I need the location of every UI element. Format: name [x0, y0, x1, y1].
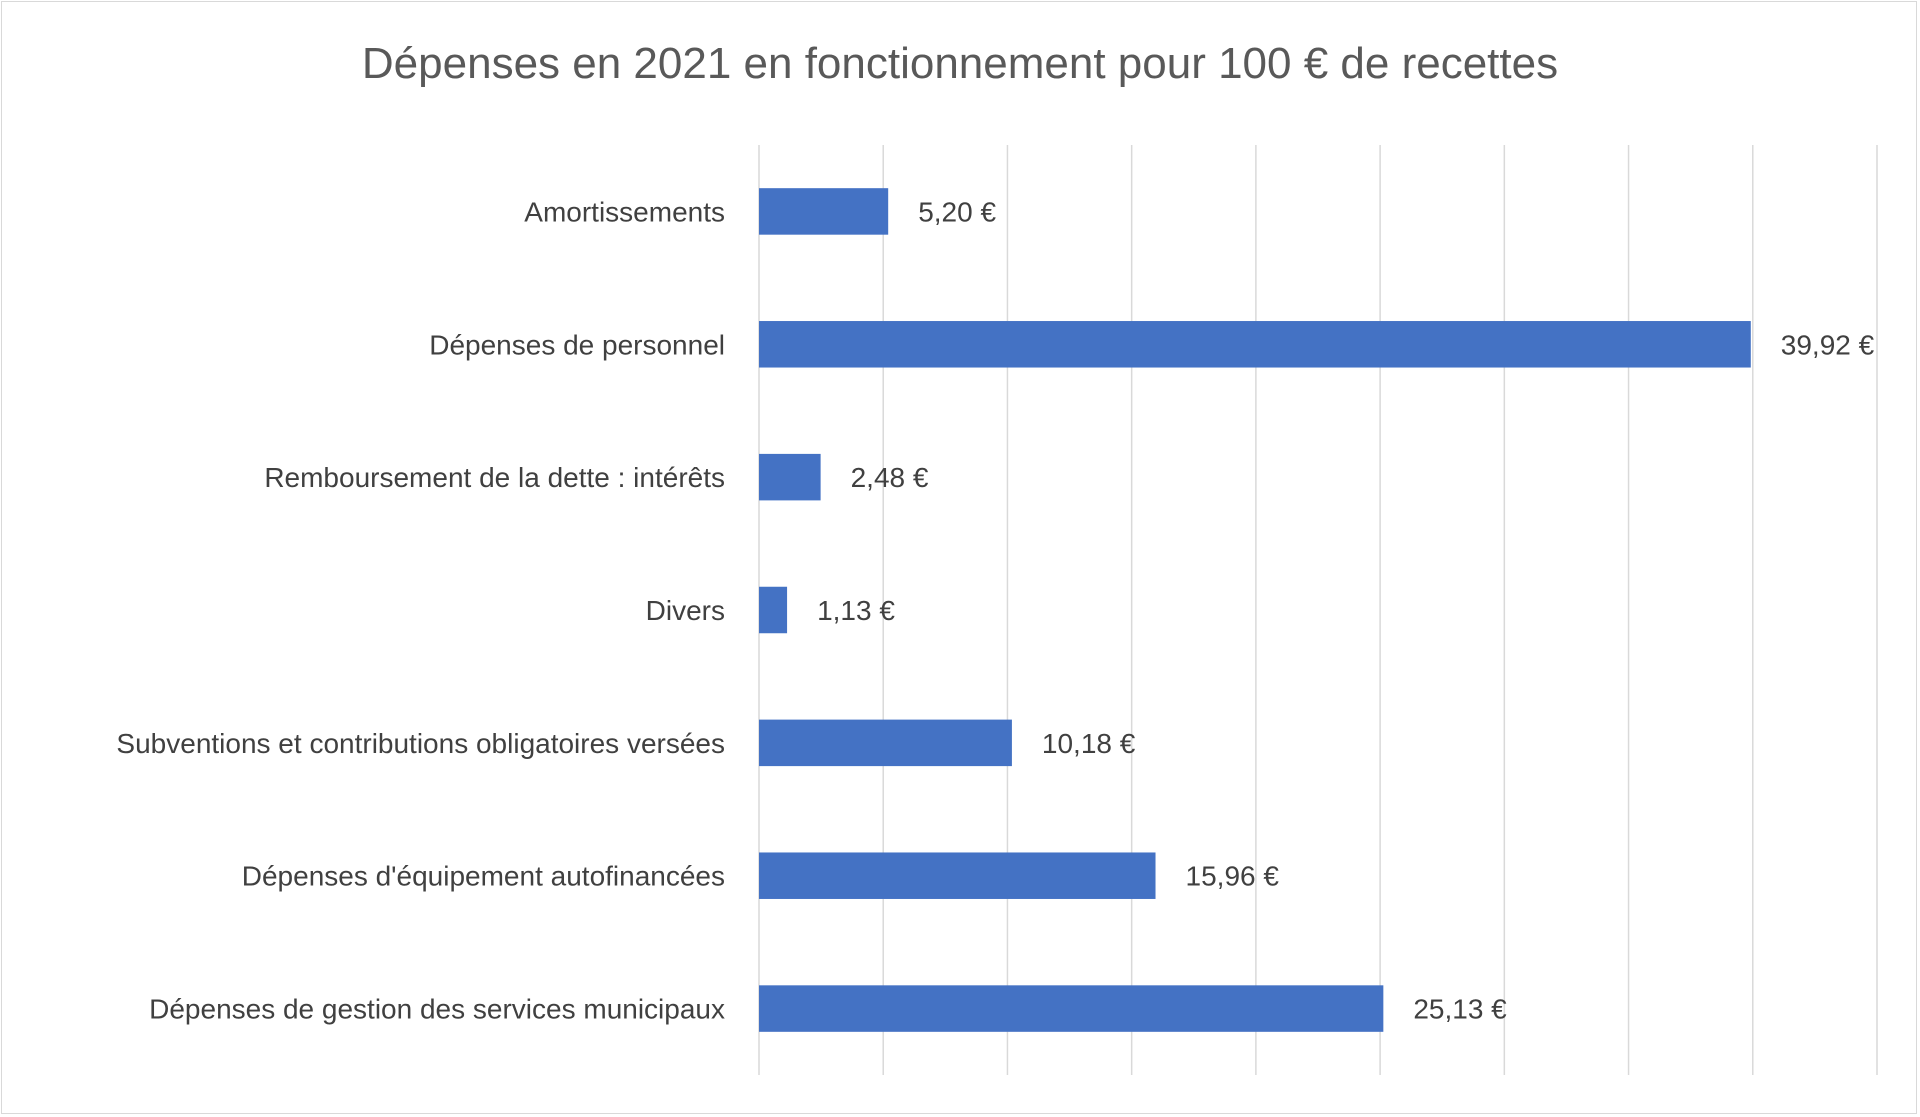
bar	[759, 586, 788, 634]
data-label: 10,18 €	[1042, 728, 1136, 759]
data-label: 25,13 €	[1413, 994, 1507, 1025]
bar	[759, 719, 1012, 767]
data-label: 2,48 €	[851, 462, 929, 493]
bar	[759, 985, 1384, 1032]
data-label: 1,13 €	[817, 595, 895, 626]
category-label: Dépenses de personnel	[429, 329, 725, 360]
value-labels: 5,20 € 39,92 € 2,48 € 1,13 € 10,18 € 15,96 € 2…	[817, 196, 1875, 1024]
bar	[759, 321, 1751, 368]
category-label: Remboursement de la dette : intérêts	[264, 462, 725, 493]
category-labels: Amortissements Dépenses de personnel Rembo…	[116, 196, 725, 1024]
data-label: 5,20 €	[918, 196, 996, 227]
category-label: Amortissements	[524, 196, 725, 227]
bar	[759, 453, 821, 501]
gridlines	[758, 145, 1878, 1075]
data-label: 39,92 €	[1781, 329, 1875, 360]
category-label: Subventions et contributions obligatoire…	[116, 728, 725, 759]
bars	[759, 188, 1751, 1032]
bar	[759, 188, 889, 235]
category-label: Dépenses de gestion des services municip…	[149, 994, 725, 1025]
category-label: Dépenses d'équipement autofinancées	[242, 861, 725, 892]
data-label: 15,96 €	[1186, 861, 1280, 892]
category-label: Divers	[646, 595, 725, 626]
chart-title: Dépenses en 2021 en fonctionnement pour …	[362, 39, 1558, 88]
bar	[759, 852, 1156, 899]
